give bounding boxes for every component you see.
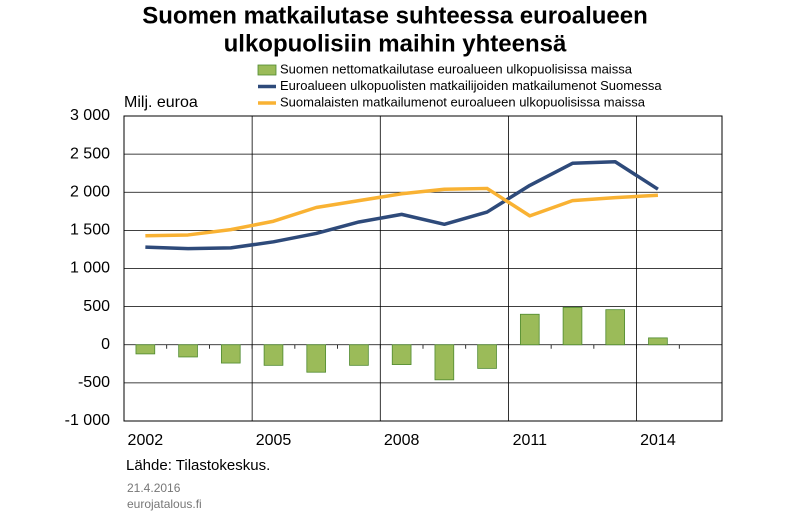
bar bbox=[434, 344, 455, 381]
legend-swatch bbox=[257, 64, 277, 76]
y-tick-label: 2 000 bbox=[70, 183, 110, 200]
x-tick-label: 2011 bbox=[513, 432, 548, 449]
legend-label: Euroalueen ulkopuolisten matkailijoiden … bbox=[280, 78, 662, 93]
bar bbox=[391, 344, 412, 365]
bar bbox=[519, 313, 540, 346]
bar bbox=[648, 337, 668, 346]
bar bbox=[605, 309, 626, 346]
source: Lähde: Tilastokeskus. bbox=[126, 457, 270, 474]
x-tick-label: 2005 bbox=[256, 432, 292, 449]
bar bbox=[135, 344, 156, 355]
x-tick-label: 2014 bbox=[640, 432, 676, 449]
y-tick-label: 3 000 bbox=[70, 107, 110, 124]
y-tick-label: 1 000 bbox=[70, 260, 110, 277]
bar bbox=[178, 344, 198, 358]
bar bbox=[220, 344, 241, 364]
legend-label: Suomalaisten matkailumenot euroalueen ul… bbox=[280, 94, 646, 109]
line bbox=[145, 186, 659, 238]
y-tick-label: 0 bbox=[101, 336, 110, 353]
bar bbox=[477, 344, 497, 369]
chart-title: Suomen matkailutase suhteessa euroalueen bbox=[142, 2, 648, 29]
bar bbox=[349, 344, 369, 366]
x-tick-label: 2008 bbox=[384, 432, 420, 449]
y-tick-label: 500 bbox=[83, 298, 110, 315]
line bbox=[145, 160, 659, 251]
y-tick-label: 1 500 bbox=[70, 222, 110, 239]
site: eurojatalous.fi bbox=[127, 497, 202, 511]
chart-title: ulkopuolisiin maihin yhteensä bbox=[224, 30, 567, 57]
legend-label: Suomen nettomatkailutase euroalueen ulko… bbox=[280, 61, 633, 76]
y-tick-label: -1 000 bbox=[65, 412, 110, 429]
bar bbox=[263, 344, 284, 366]
date: 21.4.2016 bbox=[127, 481, 181, 495]
y-tick-label: 2 500 bbox=[70, 145, 110, 162]
x-tick-label: 2002 bbox=[128, 432, 164, 449]
y-tick-label: -500 bbox=[78, 374, 110, 391]
bar bbox=[306, 344, 327, 373]
bar bbox=[562, 306, 583, 346]
y-axis-label: Milj. euroa bbox=[124, 94, 198, 111]
